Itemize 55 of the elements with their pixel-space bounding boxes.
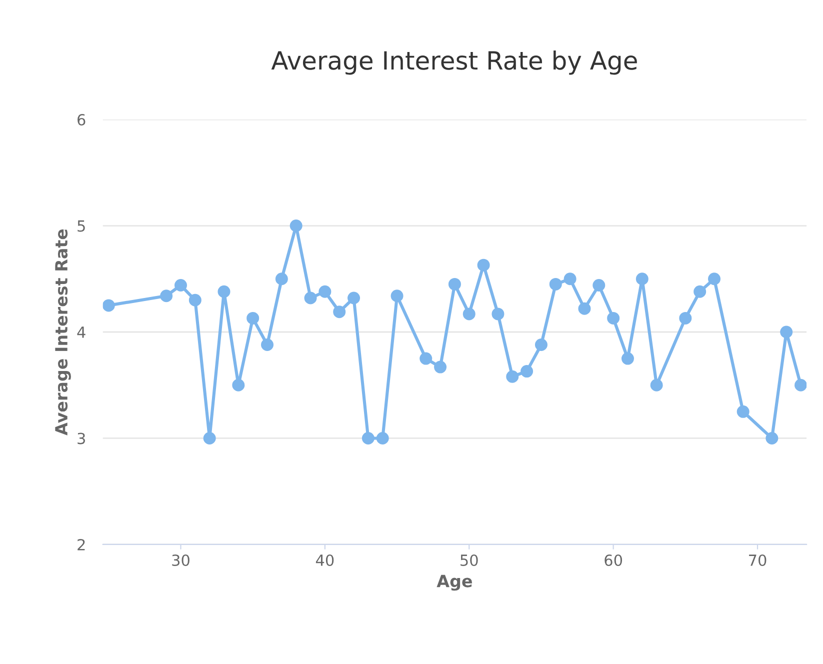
point <box>534 338 548 351</box>
point <box>578 302 591 315</box>
point <box>160 290 173 302</box>
point <box>621 352 634 365</box>
x-tick-label: 70 <box>749 554 766 566</box>
point <box>218 285 230 298</box>
point <box>246 312 260 324</box>
point <box>520 365 534 378</box>
point <box>261 338 274 351</box>
point <box>448 278 461 290</box>
point <box>348 292 360 304</box>
x-tick-label: 40 <box>316 554 334 566</box>
point <box>794 378 807 392</box>
point <box>694 285 706 298</box>
point <box>592 279 606 292</box>
point <box>275 272 288 286</box>
y-tick-label: 6 <box>78 114 86 126</box>
point <box>766 432 778 444</box>
x-tick-label: 50 <box>460 554 478 566</box>
point <box>477 258 490 272</box>
point <box>102 299 115 312</box>
point <box>650 378 663 392</box>
point <box>736 405 750 418</box>
point <box>376 432 389 444</box>
point <box>232 378 245 392</box>
point <box>203 432 216 444</box>
point <box>174 279 187 292</box>
point <box>564 272 576 286</box>
point <box>679 312 692 324</box>
point <box>708 272 721 286</box>
point <box>462 308 476 320</box>
point <box>636 272 648 286</box>
x-axis-title: Age <box>436 574 472 591</box>
x-tick-label: 60 <box>604 554 622 566</box>
y-tick-label: 3 <box>78 432 85 444</box>
chart-title: Average Interest Rate by Age <box>271 50 637 75</box>
y-axis-title: Average Interest Rate <box>55 229 71 436</box>
point <box>304 292 317 304</box>
y-tick-label: 5 <box>78 220 85 232</box>
point <box>188 294 202 306</box>
x-tick-label: 30 <box>172 554 190 566</box>
point <box>492 308 504 320</box>
point <box>290 220 302 232</box>
y-tick-label: 2 <box>78 538 85 550</box>
point <box>506 370 519 383</box>
point <box>362 432 374 444</box>
y-tick-label: 4 <box>77 326 86 338</box>
point <box>318 285 332 298</box>
point <box>607 312 620 324</box>
point <box>420 352 432 365</box>
point <box>434 360 447 374</box>
point <box>549 278 562 290</box>
point <box>780 326 793 338</box>
point <box>390 290 404 302</box>
point <box>333 306 346 318</box>
